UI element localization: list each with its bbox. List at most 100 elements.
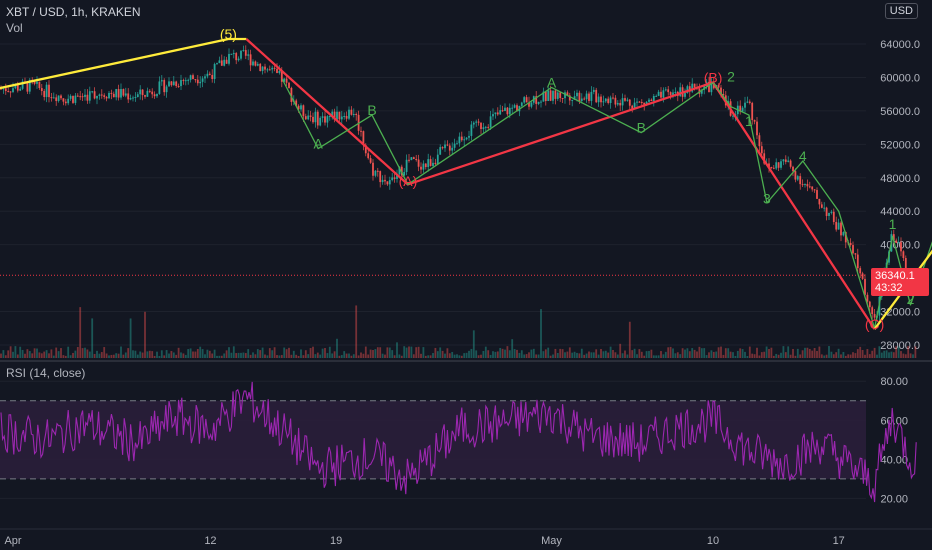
candle-body xyxy=(206,73,209,77)
volume-bar xyxy=(7,350,10,358)
candle-body xyxy=(117,89,120,98)
wave-line-green xyxy=(712,82,932,329)
volume-bar xyxy=(230,352,233,358)
candle-body xyxy=(134,97,137,99)
candle-body xyxy=(900,242,902,252)
volume-bar xyxy=(408,346,410,358)
candle-body xyxy=(506,107,509,115)
volume-bar xyxy=(832,354,835,358)
candle-body xyxy=(760,146,763,154)
volume-bar xyxy=(804,347,806,358)
volume-bar xyxy=(67,346,70,358)
volume-bar xyxy=(583,354,586,358)
candle-body xyxy=(285,78,288,83)
volume-bar xyxy=(482,351,485,358)
candle-body xyxy=(403,171,406,176)
candle-body xyxy=(2,88,5,90)
volume-bar xyxy=(225,350,228,358)
candle-body xyxy=(45,84,48,98)
candle-body xyxy=(482,127,485,130)
volume-bar xyxy=(360,352,362,358)
volume-bar xyxy=(640,351,643,358)
volume-bar xyxy=(43,351,46,358)
candle-body xyxy=(904,258,907,269)
candle-body xyxy=(751,102,754,121)
candle-body xyxy=(664,89,667,91)
volume-bar xyxy=(427,355,430,358)
candle-body xyxy=(256,63,259,66)
volume-bar xyxy=(528,352,530,358)
candle-body xyxy=(561,98,564,100)
volume-bar xyxy=(268,348,271,358)
volume-bar xyxy=(672,348,674,358)
candle-body xyxy=(787,160,790,162)
volume-bar xyxy=(256,349,259,358)
volume-bar xyxy=(568,347,571,358)
volume-bar xyxy=(336,338,338,358)
candle-body xyxy=(252,61,254,66)
candle-body xyxy=(633,102,636,109)
volume-bar xyxy=(444,353,446,358)
candle-body xyxy=(192,75,194,80)
volume-bar xyxy=(530,349,533,358)
volume-bar xyxy=(753,354,756,358)
candle-body xyxy=(446,144,449,146)
candle-body xyxy=(177,86,180,88)
volume-bar xyxy=(681,348,684,358)
candle-body xyxy=(861,273,864,279)
volume-bar xyxy=(907,346,910,358)
candle-body xyxy=(873,314,876,318)
volume-bar xyxy=(348,353,350,358)
price-axis-label: 44000.0 xyxy=(880,206,920,218)
volume-bar xyxy=(189,348,192,358)
volume-bar xyxy=(789,354,792,358)
volume-bar xyxy=(271,350,274,358)
candle-body xyxy=(480,122,482,130)
candle-body xyxy=(345,115,348,119)
time-axis-label: 10 xyxy=(707,535,719,547)
volume-bar xyxy=(520,350,523,358)
candle-body xyxy=(640,101,643,103)
volume-bar xyxy=(535,354,538,358)
volume-bar xyxy=(74,350,77,358)
volume-bar xyxy=(285,349,288,358)
volume-bar xyxy=(501,348,504,358)
volume-bar xyxy=(600,348,602,358)
volume-bar xyxy=(295,354,298,358)
volume-bar xyxy=(451,351,454,358)
candle-body xyxy=(588,93,590,101)
candle-body xyxy=(456,143,458,145)
currency-badge[interactable]: USD xyxy=(884,3,918,19)
volume-bar xyxy=(849,354,852,358)
volume-bar xyxy=(655,355,658,358)
volume-bar xyxy=(657,355,660,358)
candle-body xyxy=(542,91,545,102)
wave-label: (B) xyxy=(704,69,723,85)
volume-bar xyxy=(148,350,151,358)
candle-body xyxy=(324,116,326,123)
candle-body xyxy=(816,190,818,199)
volume-bar xyxy=(153,355,156,358)
candle-body xyxy=(528,102,530,107)
volume-bar xyxy=(338,355,341,358)
candle-body xyxy=(4,88,7,92)
candle-body xyxy=(684,93,686,97)
volume-bar xyxy=(45,350,48,358)
volume-bar xyxy=(614,352,617,358)
volume-bar xyxy=(506,346,509,358)
candle-body xyxy=(564,92,566,99)
time-axis-label: 17 xyxy=(833,535,845,547)
candle-body xyxy=(739,105,742,112)
candle-body xyxy=(148,90,151,92)
candle-body xyxy=(592,89,595,92)
volume-bar xyxy=(199,346,202,358)
volume-bar xyxy=(340,355,343,358)
volume-bar xyxy=(192,351,194,358)
volume-bar xyxy=(4,355,7,358)
candle-body xyxy=(228,53,230,64)
volume-bar xyxy=(211,353,214,358)
candle-body xyxy=(247,54,250,56)
volume-bar xyxy=(456,354,458,358)
volume-bar xyxy=(763,351,766,358)
